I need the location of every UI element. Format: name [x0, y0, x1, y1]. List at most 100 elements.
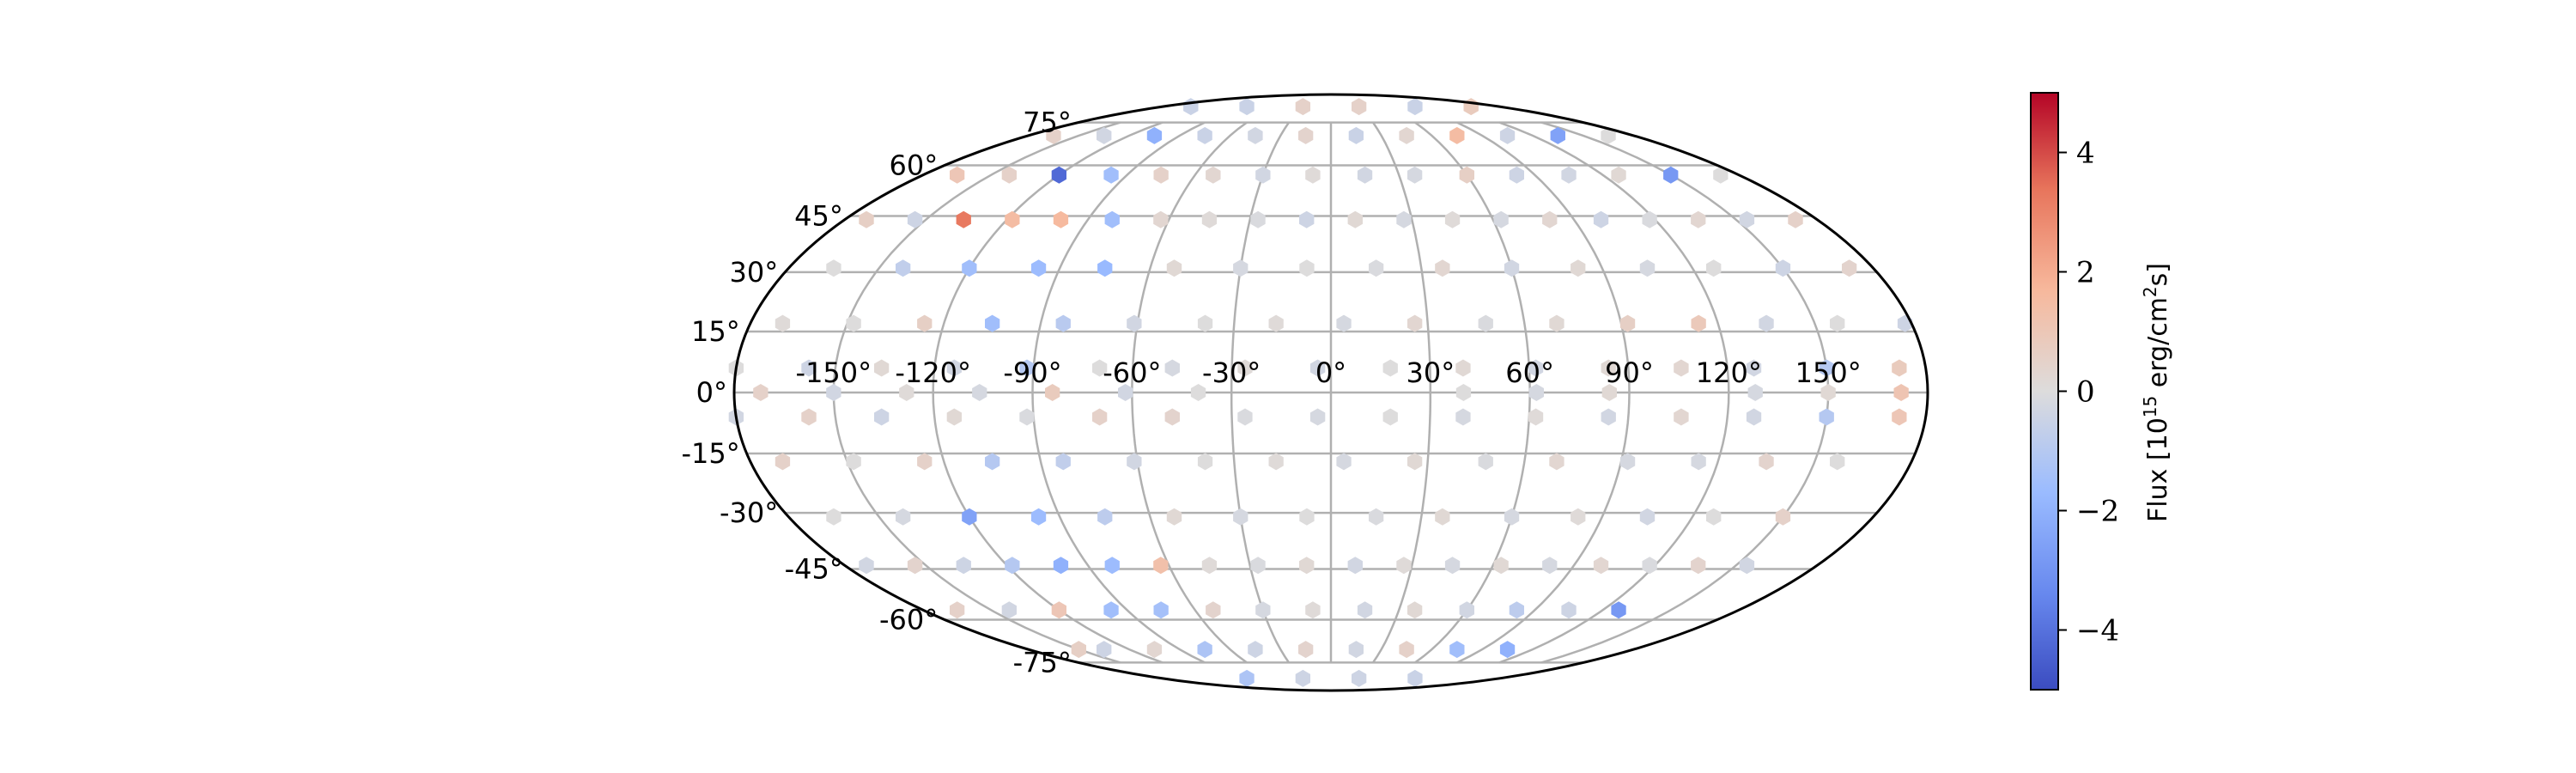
flux-point	[1601, 384, 1617, 401]
longitude-tick-label: 30°	[1406, 356, 1455, 389]
flux-points	[728, 98, 1913, 687]
flux-point	[1893, 384, 1909, 401]
flux-point	[946, 359, 962, 377]
flux-point	[1348, 641, 1364, 659]
flux-point	[1369, 508, 1384, 526]
flux-point	[1449, 126, 1465, 144]
flux-point	[775, 453, 791, 471]
flux-point	[1347, 557, 1363, 575]
flux-point	[1830, 314, 1845, 332]
flux-point	[1268, 314, 1284, 332]
flux-point	[1444, 557, 1461, 575]
flux-point	[1396, 557, 1412, 575]
flux-point	[899, 384, 914, 401]
flux-point	[1455, 384, 1472, 401]
flux-point	[1504, 508, 1520, 526]
latitude-tick-labels: 75° 60° 45° 30° 15° 0° -15° -30°-45° -60° -75°	[681, 107, 1071, 679]
latitude-tick-label: 30°	[730, 256, 779, 289]
flux-point	[1146, 641, 1163, 659]
flux-point	[1601, 126, 1616, 144]
flux-point	[1407, 601, 1423, 619]
flux-point	[1153, 601, 1169, 619]
flux-point	[1197, 126, 1212, 144]
flux-point	[1642, 557, 1657, 575]
flux-point	[801, 359, 817, 377]
flux-point	[1528, 408, 1544, 426]
latitude-tick-label: 75°	[1023, 107, 1072, 139]
flux-point	[1739, 557, 1755, 575]
flux-point	[1309, 359, 1326, 377]
latitude-tick-label: -15°	[681, 437, 739, 470]
flux-point	[1691, 557, 1706, 575]
longitude-tick-label: 120°	[1696, 356, 1762, 389]
flux-point	[1352, 669, 1367, 687]
flux-point	[1153, 166, 1169, 184]
flux-point	[1619, 314, 1636, 332]
flux-point	[1739, 210, 1755, 228]
flux-point	[1499, 126, 1516, 144]
flux-point	[1759, 314, 1774, 332]
flux-point	[907, 557, 923, 575]
longitude-tick-label: -150°	[796, 356, 872, 389]
flux-point	[1455, 359, 1471, 377]
flux-point	[907, 210, 923, 228]
flux-point	[1305, 166, 1321, 184]
flux-point	[1407, 314, 1423, 332]
colorbar-label: Flux [1015 erg/cm2s]	[2140, 263, 2173, 522]
meridian-gridline	[932, 121, 1163, 664]
flux-point	[1097, 641, 1112, 659]
flux-point	[1164, 408, 1180, 426]
flux-point	[950, 166, 965, 184]
flux-point	[1336, 314, 1352, 332]
flux-point	[1499, 641, 1516, 659]
flux-point	[826, 508, 841, 526]
flux-point	[962, 508, 977, 526]
flux-point	[1674, 359, 1689, 377]
flux-point	[1459, 601, 1474, 619]
flux-point	[1399, 641, 1414, 659]
flux-point	[1255, 166, 1271, 184]
latitude-tick-label: 15°	[691, 315, 740, 348]
flux-point	[1051, 166, 1066, 184]
flux-point	[1892, 359, 1907, 377]
flux-point	[1561, 601, 1577, 619]
flux-point	[985, 314, 1000, 332]
flux-point	[1030, 259, 1047, 277]
flux-point	[962, 259, 977, 277]
flux-point	[1045, 384, 1060, 401]
meridian-gridline	[1230, 121, 1291, 664]
flux-point	[1248, 641, 1263, 659]
latitude-tick-label: 0°	[696, 376, 727, 409]
flux-point	[1166, 259, 1182, 277]
flux-point	[896, 508, 911, 526]
flux-point	[950, 601, 965, 619]
flux-point	[1382, 408, 1398, 426]
colorbar-tick-label: 0	[2076, 375, 2095, 410]
colorbar-tick-label: −4	[2076, 614, 2119, 648]
flux-point	[1639, 508, 1656, 526]
latitude-tick-label: 45°	[794, 200, 843, 233]
flux-point	[1298, 641, 1314, 659]
flux-point	[1357, 166, 1373, 184]
flux-point	[1295, 669, 1310, 687]
colorbar-ticks: 4 2 0 −2 −4	[2058, 137, 2119, 648]
flux-point	[1336, 453, 1352, 471]
flux-point	[1691, 314, 1706, 332]
meridian-gridline	[1456, 121, 1631, 664]
flux-point	[1528, 384, 1544, 401]
meridian-gridline	[1371, 121, 1432, 664]
flux-point	[1347, 210, 1363, 228]
flux-point	[1053, 210, 1069, 228]
flux-point	[1051, 601, 1066, 619]
flux-point	[874, 408, 890, 426]
colorbar-gradient	[2030, 92, 2059, 691]
flux-point	[1463, 98, 1479, 116]
longitude-tick-label: -60°	[1103, 356, 1161, 389]
flux-point	[753, 384, 769, 401]
flux-point	[1248, 126, 1263, 144]
flux-point	[1775, 508, 1791, 526]
flux-point	[1561, 166, 1577, 184]
flux-point	[1663, 166, 1679, 184]
flux-point	[1407, 669, 1423, 687]
